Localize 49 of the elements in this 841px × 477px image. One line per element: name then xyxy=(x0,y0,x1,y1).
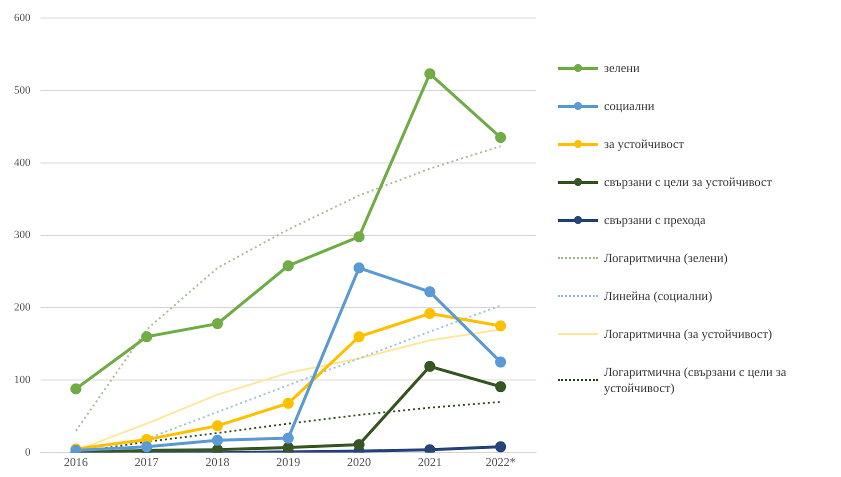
point xyxy=(495,441,506,452)
x-tick-label: 2021 xyxy=(418,454,442,469)
point xyxy=(282,442,294,453)
point xyxy=(495,320,506,332)
y-tick-label: 500 xyxy=(14,84,31,96)
y-tick-label: 200 xyxy=(14,302,31,314)
point xyxy=(424,444,436,453)
y-tick-label: 300 xyxy=(14,229,31,242)
legend-label: Логаритмична (за устойчивост) xyxy=(604,326,772,342)
point xyxy=(354,331,365,342)
point xyxy=(354,231,365,242)
point xyxy=(212,318,223,330)
legend-label: за устойчивост xyxy=(604,136,684,152)
point xyxy=(354,439,365,450)
point xyxy=(354,262,365,274)
point xyxy=(70,383,82,394)
x-tick-label: 2022* xyxy=(486,454,516,469)
x-tick-label: 2019 xyxy=(276,454,300,469)
point xyxy=(424,286,436,298)
point xyxy=(424,360,436,372)
legend-label: зелени xyxy=(604,60,640,76)
point xyxy=(141,331,152,342)
point xyxy=(282,260,294,272)
y-tick-label: 100 xyxy=(14,374,31,386)
point xyxy=(282,432,294,444)
legend-label: свързани с прехода xyxy=(604,212,706,228)
point xyxy=(212,420,223,432)
point xyxy=(424,308,436,320)
point xyxy=(212,444,223,453)
point xyxy=(495,356,506,368)
line-series xyxy=(74,145,502,432)
x-tick-label: 2018 xyxy=(205,454,230,469)
point xyxy=(141,441,152,452)
x-tick-label: 2016 xyxy=(64,454,88,469)
point xyxy=(424,68,436,80)
y-tick-label: 600 xyxy=(14,12,31,24)
y-tick-label: 0 xyxy=(25,446,31,458)
legend-label: социални xyxy=(604,98,654,114)
legend-label: свързани с цели за устойчивост xyxy=(604,174,772,190)
point xyxy=(495,381,506,392)
point xyxy=(495,132,506,144)
point xyxy=(212,434,223,446)
legend-label: Логаритмична (свързани с цели за устойчивост) xyxy=(604,364,788,396)
x-tick-label: 2017 xyxy=(134,454,159,469)
point xyxy=(282,398,294,409)
legend-label: Логаритмична (зелени) xyxy=(604,250,728,266)
x-tick-label: 2020 xyxy=(347,454,372,469)
y-tick-label: 400 xyxy=(14,156,31,169)
legend-label: Линейна (социални) xyxy=(604,288,712,304)
